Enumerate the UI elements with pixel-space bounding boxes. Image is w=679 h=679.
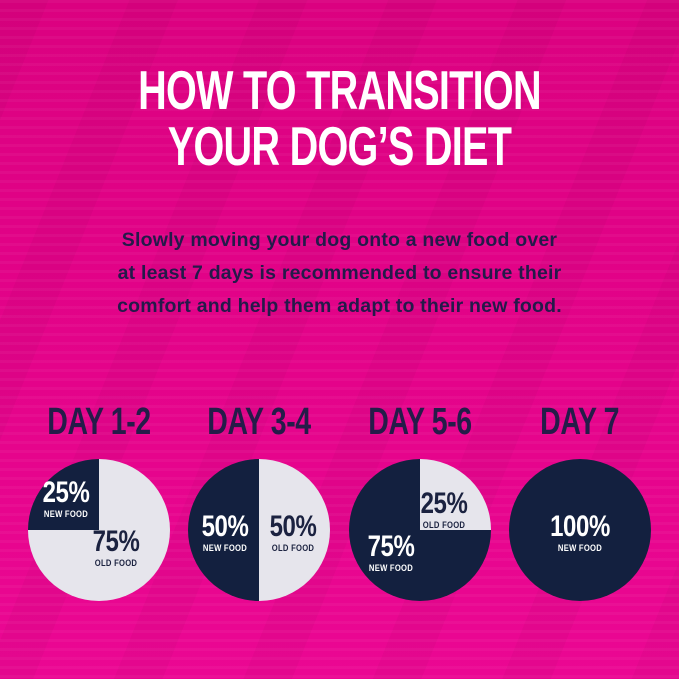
subtitle-line-2: at least 7 days is recommended to ensure… (117, 262, 562, 284)
old-food-caption: OLD FOOD (272, 542, 315, 553)
new-food-caption: NEW FOOD (557, 542, 603, 553)
subtitle-line-1: Slowly moving your dog onto a new food o… (121, 229, 558, 251)
pie-chart-day-5-6: 25% OLD FOOD 75% NEW FOOD (348, 459, 491, 601)
old-food-caption: OLD FOOD (94, 558, 138, 569)
new-food-slice-label: 25% NEW FOOD (37, 475, 96, 520)
pie-chart-day-1-2: 25% NEW FOOD 75% OLD FOOD (28, 459, 170, 601)
old-food-percent: 25% (420, 487, 468, 521)
day-label-1-2: DAY 1-2 (47, 401, 151, 443)
pie-chart-row: DAY 1-2 25% NEW FOOD 75% OLD FOOD DAY 3-… (0, 403, 679, 601)
old-food-caption: OLD FOOD (422, 520, 465, 531)
old-food-slice-label: 25% OLD FOOD (415, 489, 474, 531)
new-food-caption: NEW FOOD (203, 542, 248, 553)
new-food-slice-label: 75% NEW FOOD (362, 529, 421, 574)
new-food-percent: 75% (367, 529, 415, 563)
pie-column-day-1-2: DAY 1-2 25% NEW FOOD 75% OLD FOOD (20, 403, 178, 601)
title-line-1: HOW TO TRANSITION (138, 59, 542, 121)
subtitle: Slowly moving your dog onto a new food o… (0, 224, 679, 323)
day-label-3-4: DAY 3-4 (207, 401, 312, 443)
new-food-slice-label: 100% NEW FOOD (543, 509, 618, 554)
page-title: HOW TO TRANSITION YOUR DOG’S DIET (0, 62, 679, 174)
pie-chart-day-7: 100% NEW FOOD (508, 459, 651, 601)
title-line-2: YOUR DOG’S DIET (167, 115, 512, 177)
pie-column-day-3-4: DAY 3-4 50% NEW FOOD 50% OLD FOOD (180, 403, 338, 601)
old-food-slice-label: 50% OLD FOOD (264, 509, 323, 554)
pie-chart-day-3-4: 50% NEW FOOD 50% OLD FOOD (188, 459, 331, 601)
subtitle-line-3: comfort and help them adapt to their new… (117, 295, 562, 317)
day-label-7: DAY 7 (540, 401, 620, 443)
new-food-caption: NEW FOOD (44, 508, 89, 519)
pie-column-day-5-6: DAY 5-6 25% OLD FOOD 75% NEW FOOD (341, 403, 499, 601)
new-food-caption: NEW FOOD (369, 562, 414, 573)
new-food-percent: 100% (550, 509, 610, 543)
new-food-percent: 25% (42, 475, 90, 509)
old-food-percent: 75% (92, 525, 140, 559)
pie-column-day-7: DAY 7 100% NEW FOOD (501, 403, 659, 601)
new-food-slice-label: 50% NEW FOOD (196, 509, 255, 554)
day-label-5-6: DAY 5-6 (367, 401, 472, 443)
new-food-percent: 50% (201, 509, 249, 543)
old-food-percent: 50% (269, 509, 317, 543)
old-food-slice-label: 75% OLD FOOD (87, 525, 146, 570)
